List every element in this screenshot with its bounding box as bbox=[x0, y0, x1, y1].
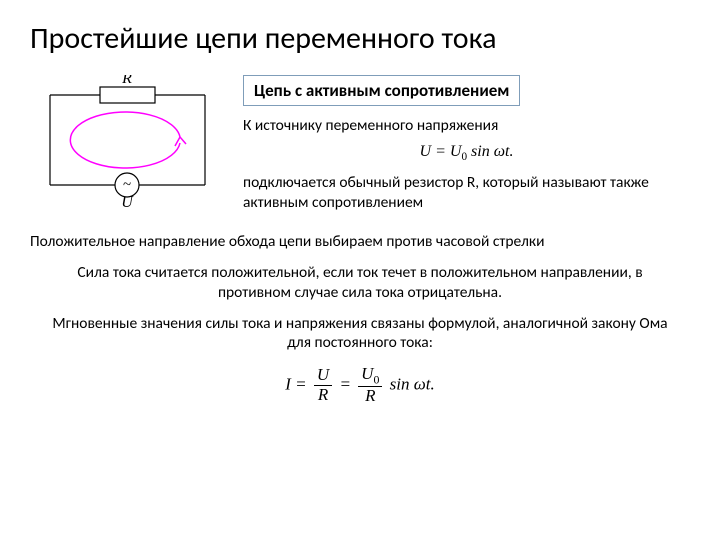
source-symbol: ~ bbox=[123, 177, 131, 193]
paragraph-2: Сила тока считается положительной, если … bbox=[50, 263, 670, 302]
source-label: U bbox=[121, 194, 134, 210]
paragraph-3: Мгновенные значения силы тока и напряжен… bbox=[50, 314, 670, 353]
connect-text: подключается обычный резистор R, который… bbox=[243, 173, 690, 212]
page-title: Простейшие цепи переменного тока bbox=[30, 20, 690, 57]
formula-current: I = UR = U0R sin ωt. bbox=[30, 365, 690, 406]
formula-voltage: U = U0 sin ωt. bbox=[243, 143, 690, 163]
subtitle-box: Цепь с активным сопротивлением bbox=[243, 75, 520, 106]
circuit-diagram: R ~ U bbox=[30, 75, 225, 215]
intro-text: К источнику переменного напряжения bbox=[243, 116, 690, 135]
paragraph-1: Положительное направление обхода цепи вы… bbox=[30, 232, 690, 251]
direction-arrow bbox=[70, 112, 186, 168]
top-row: R ~ U Цепь с активным сопротивлением К и… bbox=[30, 75, 690, 220]
right-column: Цепь с активным сопротивлением К источни… bbox=[243, 75, 690, 220]
resistor-label: R bbox=[121, 75, 132, 87]
